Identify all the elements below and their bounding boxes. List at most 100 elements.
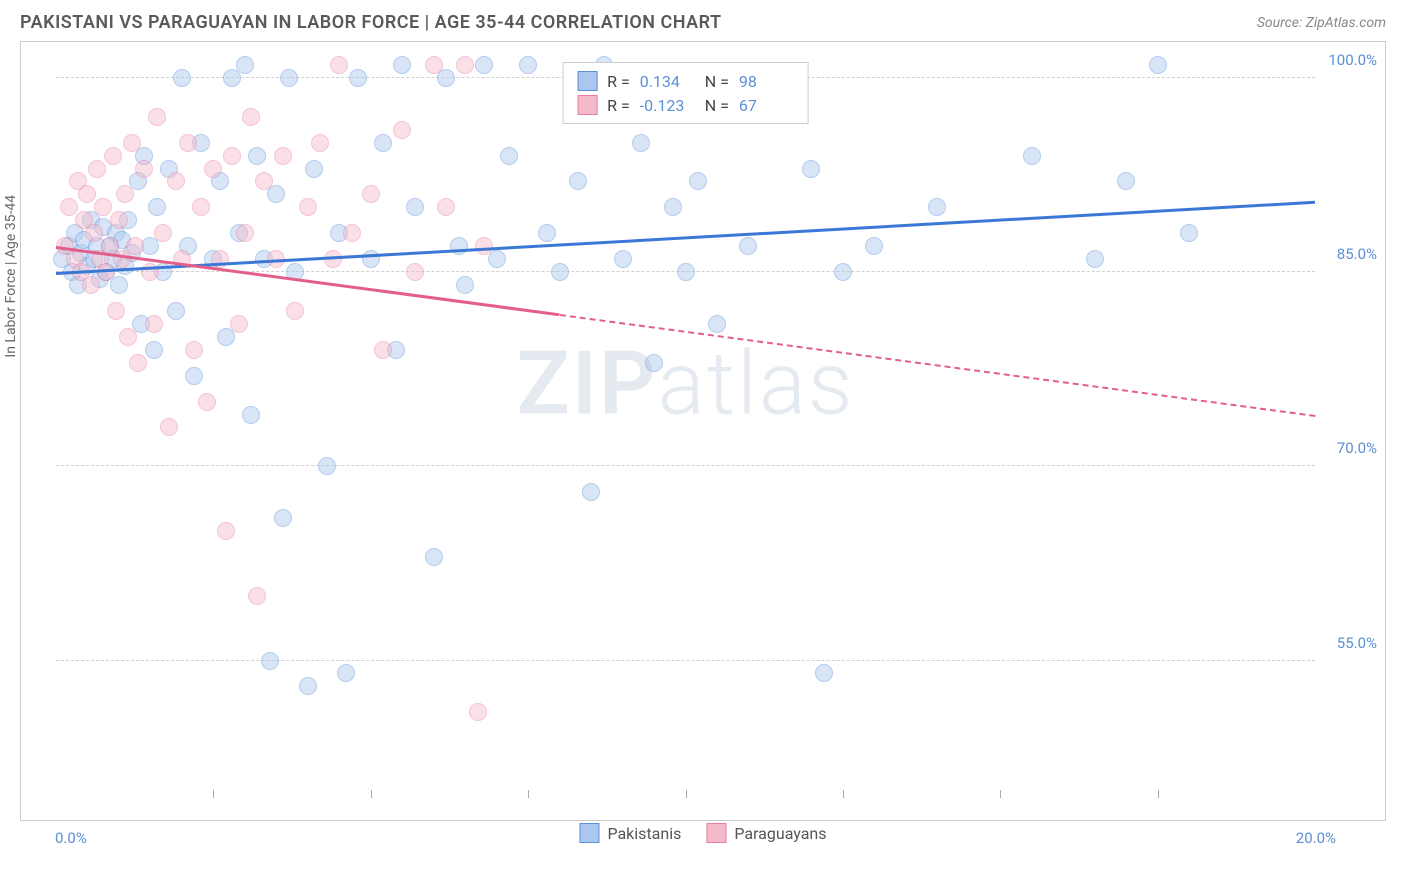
x-tick	[213, 790, 214, 798]
trend-line	[559, 314, 1315, 417]
scatter-point	[928, 198, 946, 216]
scatter-point	[406, 198, 424, 216]
scatter-point	[519, 56, 537, 74]
stats-swatch-pakistanis	[577, 71, 597, 91]
scatter-point	[167, 172, 185, 190]
scatter-point	[708, 315, 726, 333]
stats-r-value-2: -0.123	[640, 96, 695, 115]
x-axis-labels: 0.0% 20.0% Pakistanis Paraguayans	[20, 821, 1386, 851]
scatter-point	[437, 198, 455, 216]
scatter-point	[645, 354, 663, 372]
scatter-point	[179, 134, 197, 152]
scatter-point	[286, 302, 304, 320]
scatter-point	[488, 250, 506, 268]
scatter-point	[299, 677, 317, 695]
stats-n-value-2: 67	[739, 96, 794, 115]
scatter-point	[204, 160, 222, 178]
scatter-point	[739, 237, 757, 255]
scatter-point	[154, 224, 172, 242]
scatter-point	[475, 237, 493, 255]
scatter-point	[85, 224, 103, 242]
scatter-point	[343, 224, 361, 242]
scatter-point	[425, 548, 443, 566]
scatter-point	[538, 224, 556, 242]
stats-n-label-2: N =	[705, 96, 729, 115]
x-tick	[1158, 790, 1159, 798]
scatter-point	[362, 185, 380, 203]
scatter-point	[192, 198, 210, 216]
watermark-bold: ZIP	[516, 333, 657, 436]
x-label-end: 20.0%	[1296, 829, 1336, 847]
scatter-point	[437, 69, 455, 87]
scatter-point	[82, 276, 100, 294]
scatter-point	[116, 185, 134, 203]
x-tick	[371, 790, 372, 798]
scatter-point	[815, 664, 833, 682]
scatter-point	[104, 147, 122, 165]
scatter-point	[349, 69, 367, 87]
scatter-point	[110, 276, 128, 294]
scatter-point	[274, 509, 292, 527]
scatter-point	[551, 263, 569, 281]
scatter-point	[865, 237, 883, 255]
bottom-legend: Pakistanis Paraguayans	[579, 823, 826, 843]
scatter-point	[126, 237, 144, 255]
scatter-point	[425, 56, 443, 74]
scatter-point	[311, 134, 329, 152]
grid-line	[56, 465, 1315, 466]
scatter-point	[274, 147, 292, 165]
stats-n-value-1: 98	[739, 72, 794, 91]
scatter-point	[374, 341, 392, 359]
scatter-point	[393, 56, 411, 74]
scatter-point	[374, 134, 392, 152]
scatter-point	[119, 328, 137, 346]
scatter-point	[60, 198, 78, 216]
scatter-point	[456, 276, 474, 294]
scatter-point	[318, 457, 336, 475]
scatter-point	[469, 703, 487, 721]
scatter-point	[135, 160, 153, 178]
scatter-point	[173, 69, 191, 87]
stats-n-label-1: N =	[705, 72, 729, 91]
scatter-point	[689, 172, 707, 190]
chart-title: PAKISTANI VS PARAGUAYAN IN LABOR FORCE |…	[20, 12, 722, 33]
scatter-point	[110, 211, 128, 229]
y-tick-label: 70.0%	[1337, 439, 1377, 457]
scatter-point	[217, 522, 235, 540]
scatter-point	[393, 121, 411, 139]
x-tick	[528, 790, 529, 798]
scatter-point	[475, 56, 493, 74]
stats-row-1: R = 0.134 N = 98	[577, 69, 794, 93]
legend-swatch-paraguayans	[706, 823, 726, 843]
scatter-point	[569, 172, 587, 190]
scatter-point	[160, 418, 178, 436]
scatter-point	[145, 315, 163, 333]
legend-label-paraguayans: Paraguayans	[734, 824, 826, 843]
scatter-point	[500, 147, 518, 165]
scatter-point	[664, 198, 682, 216]
stats-r-label-2: R =	[607, 96, 630, 115]
scatter-point	[185, 367, 203, 385]
scatter-point	[1023, 147, 1041, 165]
scatter-point	[248, 587, 266, 605]
scatter-point	[261, 652, 279, 670]
x-label-start: 0.0%	[55, 829, 87, 847]
scatter-point	[242, 108, 260, 126]
scatter-point	[406, 263, 424, 281]
y-tick-label: 55.0%	[1337, 634, 1377, 652]
scatter-point	[129, 354, 147, 372]
scatter-point	[242, 406, 260, 424]
scatter-point	[78, 185, 96, 203]
watermark-light: atlas	[657, 333, 854, 436]
scatter-point	[167, 302, 185, 320]
scatter-point	[802, 160, 820, 178]
scatter-point	[223, 147, 241, 165]
scatter-point	[255, 172, 273, 190]
scatter-point	[145, 341, 163, 359]
scatter-point	[1180, 224, 1198, 242]
x-tick	[1000, 790, 1001, 798]
stats-r-value-1: 0.134	[640, 72, 695, 91]
scatter-point	[582, 483, 600, 501]
scatter-point	[107, 302, 125, 320]
scatter-point	[236, 224, 254, 242]
